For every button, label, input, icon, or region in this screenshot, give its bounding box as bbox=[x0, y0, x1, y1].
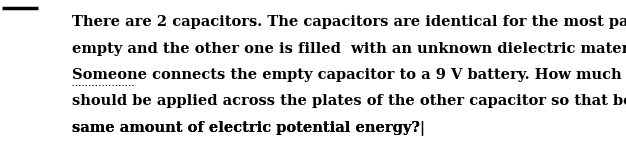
Text: empty and the other one is filled  with an unknown dielectric material (k=6.7).: empty and the other one is filled with a… bbox=[72, 42, 626, 56]
Text: There are 2 capacitors. The capacitors are identical for the most part, but one : There are 2 capacitors. The capacitors a… bbox=[72, 15, 626, 29]
Text: Someone connects the empty capacitor to a 9 V battery. How much voltage: Someone connects the empty capacitor to … bbox=[72, 68, 626, 82]
Text: same amount of electric potential energy?|: same amount of electric potential energy… bbox=[72, 121, 425, 136]
Text: should be applied across the plates of the other capacitor so that both store th: should be applied across the plates of t… bbox=[72, 95, 626, 109]
Text: same amount of electric potential energy?: same amount of electric potential energy… bbox=[72, 121, 420, 135]
